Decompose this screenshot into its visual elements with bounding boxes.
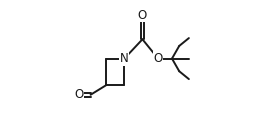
Text: N: N <box>120 52 129 65</box>
Text: O: O <box>74 88 83 101</box>
Text: O: O <box>138 9 147 22</box>
Text: O: O <box>154 52 163 65</box>
